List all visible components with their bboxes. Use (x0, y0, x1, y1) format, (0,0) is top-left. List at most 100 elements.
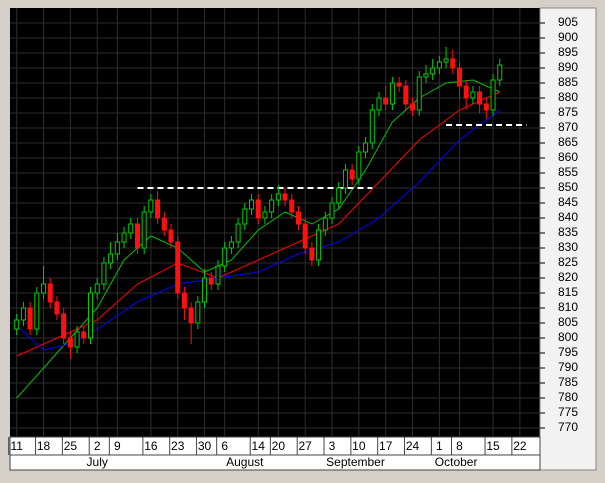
candle-body (463, 85, 469, 99)
candle-body (195, 301, 201, 324)
x-tick-label: 8 (456, 439, 463, 453)
x-tick-label: 11 (10, 439, 23, 453)
y-tick-label: 905 (558, 15, 578, 29)
y-tick-label: 870 (558, 120, 578, 134)
candle-body (14, 319, 20, 330)
x-tick-label: 17 (379, 439, 393, 453)
candle-body (202, 277, 208, 303)
y-tick-label: 860 (558, 150, 578, 164)
candle-body (121, 232, 127, 243)
y-tick-label: 805 (558, 315, 578, 329)
candle-body (242, 208, 248, 225)
x-tick-label: 3 (329, 439, 336, 453)
candle-body (269, 199, 275, 213)
x-tick-label: 9 (114, 439, 121, 453)
candle-body (389, 82, 395, 105)
candle-body (41, 283, 47, 294)
candle-body (490, 79, 496, 111)
x-tick-label: 18 (37, 439, 51, 453)
x-tick-label: 22 (513, 439, 527, 453)
y-tick-label: 825 (558, 255, 578, 269)
candle-body (456, 67, 463, 87)
candle-body (141, 211, 147, 249)
candle-body (74, 331, 80, 348)
candle-body (322, 217, 328, 231)
candle-body (54, 301, 60, 315)
x-tick-label: 16 (144, 439, 158, 453)
candle-body (67, 337, 73, 348)
plot-area (10, 8, 540, 437)
candle-body (108, 253, 114, 264)
candle-body (396, 82, 402, 87)
candle-body (336, 187, 342, 204)
month-label: July (87, 455, 108, 469)
y-tick-label: 815 (558, 285, 578, 299)
candle-body (249, 199, 255, 210)
y-tick-label: 900 (558, 30, 578, 44)
candle-body (316, 229, 322, 261)
y-axis-panel (539, 7, 597, 471)
candle-body (369, 109, 375, 144)
y-tick-label: 780 (558, 390, 578, 404)
x-tick-label: 2 (94, 439, 101, 453)
y-tick-label: 895 (558, 45, 578, 59)
x-tick-label: 15 (486, 439, 500, 453)
candle-body (94, 283, 100, 294)
candle-body (430, 67, 436, 75)
candle-body (228, 241, 234, 249)
candle-body (436, 61, 442, 69)
candle-body (295, 211, 301, 225)
candle-body (134, 223, 140, 249)
candle-body (470, 91, 476, 99)
y-tick-label: 800 (558, 330, 578, 344)
x-tick-label: 14 (252, 439, 266, 453)
y-tick-label: 850 (558, 180, 578, 194)
candle-body (27, 307, 33, 330)
candle-body (215, 265, 221, 285)
candle-body (376, 97, 382, 111)
y-tick-label: 880 (558, 90, 578, 104)
x-tick-label: 10 (352, 439, 366, 453)
candle-body (148, 199, 154, 213)
candle-body (101, 262, 107, 285)
candle-body (497, 64, 503, 81)
y-tick-label: 810 (558, 300, 578, 314)
candle-body (114, 241, 120, 255)
candle-body (329, 202, 335, 219)
candle-body (423, 73, 429, 78)
candle-body (363, 142, 369, 153)
candle-body (275, 193, 281, 201)
candle-body (383, 97, 389, 105)
candle-body (222, 247, 228, 267)
candle-body (61, 313, 67, 339)
candle-body (450, 58, 456, 69)
candle-body (262, 211, 268, 219)
y-tick-label: 835 (558, 225, 578, 239)
moving-average (16, 91, 500, 357)
candle-body (161, 217, 167, 231)
y-tick-label: 790 (558, 360, 578, 374)
candle-body (155, 199, 161, 219)
candle-body (403, 85, 409, 105)
y-tick-label: 890 (558, 60, 578, 74)
x-tick-label: 20 (272, 439, 286, 453)
x-tick-label: 6 (221, 439, 228, 453)
candle-body (342, 169, 348, 189)
candle-body (349, 169, 355, 180)
candle-body (34, 292, 40, 330)
y-tick-label: 875 (558, 105, 578, 119)
candle-body (289, 199, 295, 213)
month-label: September (326, 455, 385, 469)
y-tick-label: 855 (558, 165, 578, 179)
candle-body (188, 307, 194, 324)
candle-body (20, 307, 26, 321)
y-tick-label: 840 (558, 210, 578, 224)
candle-body (282, 193, 288, 201)
x-tick-label: 27 (299, 439, 313, 453)
x-tick-label: 1 (436, 439, 443, 453)
x-tick-label: 24 (406, 439, 420, 453)
candle-body (477, 91, 483, 105)
candle-body (356, 151, 362, 180)
y-tick-label: 830 (558, 240, 578, 254)
